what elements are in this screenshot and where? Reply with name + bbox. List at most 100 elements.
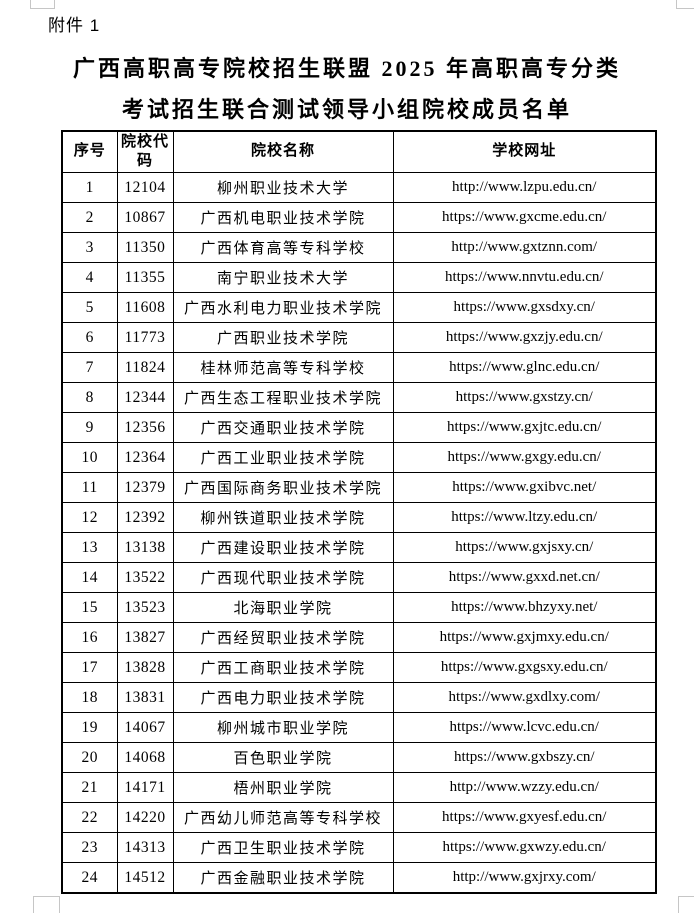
cell-code: 11608 [116,292,174,323]
cell-name: 广西工商职业技术学院 [172,652,394,683]
cell-no: 21 [61,772,118,803]
table-row: 24 14512 广西金融职业技术学院 http://www.gxjrxy.com/ [61,862,657,894]
cell-no: 20 [61,742,118,773]
table-row: 18 13831 广西电力职业技术学院 https://www.gxdlxy.com/ [61,682,657,713]
header-college-name: 院校名称 [172,130,394,173]
table-row: 16 13827 广西经贸职业技术学院 https://www.gxjmxy.edu.… [61,622,657,653]
cell-name: 广西卫生职业技术学院 [172,832,394,863]
cell-name: 柳州职业技术大学 [172,172,394,203]
cell-name: 广西幼儿师范高等专科学校 [172,802,394,833]
cell-name: 柳州铁道职业技术学院 [172,502,394,533]
cell-name: 桂林师范高等专科学校 [172,352,394,383]
cell-url: https://www.glnc.edu.cn/ [392,352,657,383]
document-title-line-2: 考试招生联合测试领导小组院校成员名单 [121,97,572,122]
table-row: 8 12344 广西生态工程职业技术学院 https://www.gxstzy.cn/ [61,382,657,413]
table-row: 15 13523 北海职业学院 https://www.bhzyxy.net/ [61,592,657,623]
cell-no: 24 [61,862,118,894]
cell-name: 北海职业学院 [172,592,394,623]
cell-no: 18 [61,682,118,713]
cell-url: http://www.lzpu.edu.cn/ [392,172,657,203]
cell-url: https://www.gxibvc.net/ [392,472,657,503]
text-boundary-mark-top-right [676,0,694,9]
cell-code: 11824 [116,352,174,383]
cell-code: 12356 [116,412,174,443]
cell-url: https://www.gxxd.net.cn/ [392,562,657,593]
cell-url: https://www.gxjsxy.cn/ [392,532,657,563]
cell-code: 14512 [116,862,174,894]
cell-code: 13827 [116,622,174,653]
cell-no: 23 [61,832,118,863]
table-header: 序号 院校代码 院校名称 学校网址 [61,130,657,173]
cell-url: https://www.gxstzy.cn/ [392,382,657,413]
cell-name: 广西金融职业技术学院 [172,862,394,894]
cell-url: https://www.ltzy.edu.cn/ [392,502,657,533]
cell-url: https://www.gxdlxy.com/ [392,682,657,713]
cell-no: 6 [61,322,118,353]
cell-no: 5 [61,292,118,323]
table-row: 9 12356 广西交通职业技术学院 https://www.gxjtc.edu.cn… [61,412,657,443]
text-boundary-mark-bottom-left [33,896,60,913]
cell-code: 12379 [116,472,174,503]
cell-url: http://www.gxtznn.com/ [392,232,657,263]
attachment-label: 附件 1 [48,16,101,35]
cell-code: 14313 [116,832,174,863]
table-row: 14 13522 广西现代职业技术学院 https://www.gxxd.net.cn… [61,562,657,593]
table-row: 5 11608 广西水利电力职业技术学院 https://www.gxsdxy.cn/ [61,292,657,323]
cell-no: 4 [61,262,118,293]
cell-no: 15 [61,592,118,623]
cell-no: 2 [61,202,118,233]
cell-code: 14220 [116,802,174,833]
cell-url: https://www.bhzyxy.net/ [392,592,657,623]
cell-url: https://www.gxjmxy.edu.cn/ [392,622,657,653]
table-row: 1 12104 柳州职业技术大学 http://www.lzpu.edu.cn/ [61,172,657,203]
cell-code: 11355 [116,262,174,293]
cell-no: 3 [61,232,118,263]
table-row: 10 12364 广西工业职业技术学院 https://www.gxgy.edu.cn… [61,442,657,473]
cell-code: 12344 [116,382,174,413]
cell-code: 11350 [116,232,174,263]
document-title: 广西高职高专院校招生联盟 2025 年高职高专分类 考试招生联合测试领导小组院校… [0,48,694,130]
cell-code: 11773 [116,322,174,353]
cell-code: 13831 [116,682,174,713]
table-body: 1 12104 柳州职业技术大学 http://www.lzpu.edu.cn/2 10… [61,172,657,894]
cell-code: 14067 [116,712,174,743]
table-row: 17 13828 广西工商职业技术学院 https://www.gxgsxy.edu.… [61,652,657,683]
header-school-url: 学校网址 [392,130,657,173]
cell-url: https://www.gxgy.edu.cn/ [392,442,657,473]
cell-code: 12392 [116,502,174,533]
table-row: 6 11773 广西职业技术学院 https://www.gxzjy.edu.cn/ [61,322,657,353]
cell-name: 广西现代职业技术学院 [172,562,394,593]
member-colleges-table: 序号 院校代码 院校名称 学校网址 1 12104 柳州职业技术大学 http://w… [61,130,657,894]
table-row: 2 10867 广西机电职业技术学院 https://www.gxcme.edu.cn… [61,202,657,233]
table-row: 4 11355 南宁职业技术大学 https://www.nnvtu.edu.cn/ [61,262,657,293]
cell-no: 12 [61,502,118,533]
cell-url: http://www.gxjrxy.com/ [392,862,657,894]
table-row: 3 11350 广西体育高等专科学校 http://www.gxtznn.com/ [61,232,657,263]
cell-no: 8 [61,382,118,413]
cell-url: https://www.nnvtu.edu.cn/ [392,262,657,293]
header-college-code: 院校代码 [116,130,174,173]
cell-name: 广西电力职业技术学院 [172,682,394,713]
cell-name: 百色职业学院 [172,742,394,773]
cell-no: 16 [61,622,118,653]
cell-url: https://www.gxjtc.edu.cn/ [392,412,657,443]
cell-no: 1 [61,172,118,203]
cell-name: 广西国际商务职业技术学院 [172,472,394,503]
cell-url: http://www.wzzy.edu.cn/ [392,772,657,803]
cell-no: 7 [61,352,118,383]
header-serial-number: 序号 [61,130,118,173]
table-row: 11 12379 广西国际商务职业技术学院 https://www.gxibvc.ne… [61,472,657,503]
text-boundary-mark-bottom-right [678,896,694,913]
cell-url: https://www.gxwzy.edu.cn/ [392,832,657,863]
cell-url: https://www.gxsdxy.cn/ [392,292,657,323]
cell-no: 19 [61,712,118,743]
cell-name: 广西工业职业技术学院 [172,442,394,473]
cell-url: https://www.lcvc.edu.cn/ [392,712,657,743]
cell-name: 广西生态工程职业技术学院 [172,382,394,413]
table-row: 22 14220 广西幼儿师范高等专科学校 https://www.gxyesf.ed… [61,802,657,833]
cell-code: 10867 [116,202,174,233]
table-row: 13 13138 广西建设职业技术学院 https://www.gxjsxy.cn/ [61,532,657,563]
table-row: 23 14313 广西卫生职业技术学院 https://www.gxwzy.edu.c… [61,832,657,863]
table-row: 20 14068 百色职业学院 https://www.gxbszy.cn/ [61,742,657,773]
